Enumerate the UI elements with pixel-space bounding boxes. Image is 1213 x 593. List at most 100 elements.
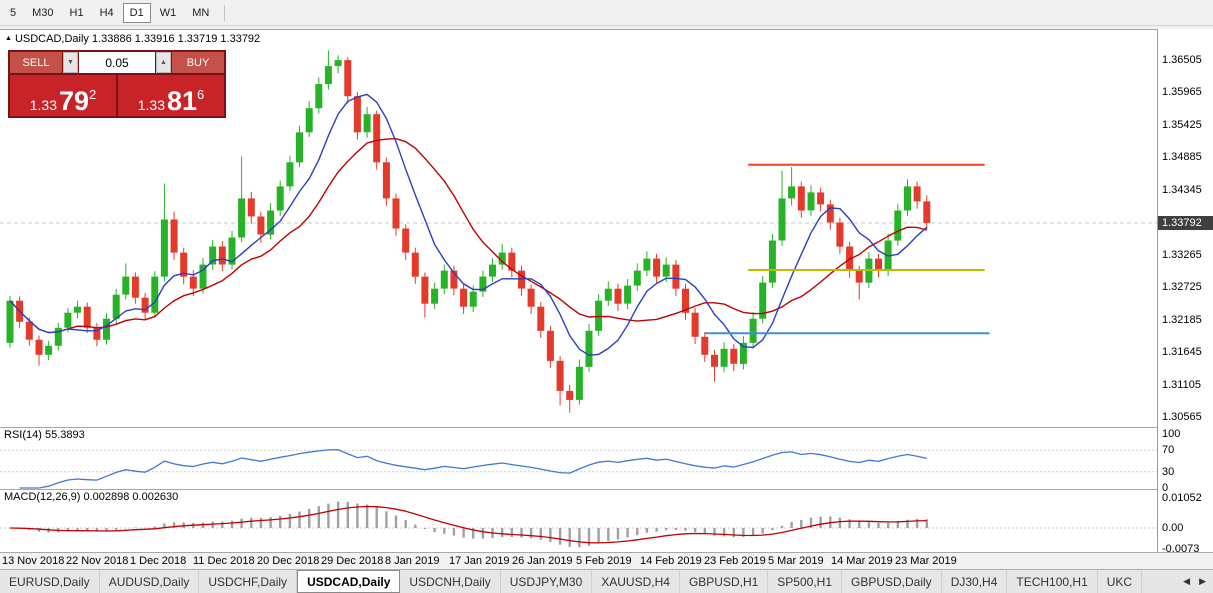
ask-price-big: 81 — [166, 86, 198, 117]
price-axis-label: 1.31105 — [1162, 379, 1201, 391]
volume-increase-button[interactable]: ▲ — [156, 52, 171, 73]
price-axis-label: 1.36505 — [1162, 54, 1202, 66]
tab-scroll-left-icon[interactable]: ◀ — [1183, 576, 1191, 586]
date-axis-label: 5 Mar 2019 — [768, 555, 824, 567]
rsi-axis-label: 30 — [1162, 466, 1175, 478]
date-axis-label: 1 Dec 2018 — [130, 555, 187, 567]
toolbar-separator — [224, 4, 226, 21]
chart-tab-gbpusd-daily[interactable]: GBPUSD,Daily — [842, 570, 942, 593]
timeframe-buttons: 5 M30 H1 H4 D1 W1 MN — [2, 2, 217, 23]
macd-axis-label: 0.01052 — [1162, 492, 1202, 504]
bid-price-big: 79 — [58, 86, 90, 117]
volume-input[interactable] — [79, 52, 155, 73]
date-axis-label: 5 Feb 2019 — [576, 555, 632, 567]
chart-top-border — [0, 29, 1213, 30]
chart-tab-xauusd-h4[interactable]: XAUUSD,H4 — [592, 570, 680, 593]
price-axis-label: 1.33265 — [1162, 249, 1202, 261]
bid-price-sup: 2 — [89, 87, 97, 102]
chart-tab-usdcad-daily[interactable]: USDCAD,Daily — [297, 570, 401, 593]
chart-marker-icon: ▲ — [5, 35, 12, 42]
chart-tab-ukc[interactable]: UKC — [1098, 570, 1143, 593]
chart-tab-eurusd-daily[interactable]: EURUSD,Daily — [0, 570, 100, 593]
volume-decrease-button[interactable]: ▼ — [63, 52, 78, 73]
price-axis-label: 1.34345 — [1162, 184, 1202, 196]
date-axis-label: 29 Dec 2018 — [321, 555, 384, 567]
macd-signal-line — [9, 505, 927, 544]
macd-canvas[interactable] — [0, 490, 1157, 552]
sell-price-button[interactable]: 1.33 79 2 — [10, 75, 116, 116]
chevron-down-icon: ▼ — [67, 59, 74, 66]
panel-divider — [0, 552, 1213, 553]
date-axis-label: 13 Nov 2018 — [2, 555, 65, 567]
macd-histogram — [18, 501, 928, 548]
date-axis-label: 20 Dec 2018 — [257, 555, 320, 567]
chart-info-text: USDCAD,Daily 1.33886 1.33916 1.33719 1.3… — [14, 33, 261, 45]
chevron-up-icon: ▲ — [160, 59, 167, 66]
timeframe-button-mn[interactable]: MN — [192, 6, 210, 19]
date-axis-label: 26 Jan 2019 — [512, 555, 573, 567]
chart-tab-usdcnh-daily[interactable]: USDCNH,Daily — [400, 570, 501, 593]
timeframe-button-5[interactable]: 5 — [10, 6, 17, 19]
rsi-axis-label: 70 — [1162, 444, 1175, 456]
rsi-label: RSI(14) 55.3893 — [4, 429, 85, 441]
price-axis-label: 1.35965 — [1162, 86, 1202, 98]
ma-fast-line — [9, 93, 928, 356]
date-axis-label: 11 Dec 2018 — [193, 555, 255, 567]
price-axis-label: 1.34885 — [1162, 151, 1202, 163]
buy-price-button[interactable]: 1.33 81 6 — [118, 75, 224, 116]
date-axis-label: 23 Mar 2019 — [895, 555, 957, 567]
ask-price-prefix: 1.33 — [137, 96, 165, 113]
price-axis-label: 1.32185 — [1162, 314, 1202, 326]
timeframe-button-d1[interactable]: D1 — [122, 2, 151, 23]
chart-info: ▲ USDCAD,Daily 1.33886 1.33916 1.33719 1.… — [5, 33, 260, 45]
chart-tab-usdjpy-m30[interactable]: USDJPY,M30 — [501, 570, 593, 593]
tab-scroll-controls: ◀ ▶ — [1176, 570, 1213, 593]
macd-axis-label: -0.0073 — [1162, 543, 1200, 555]
price-axis-label: 1.30565 — [1162, 411, 1202, 423]
sell-button[interactable]: SELL — [10, 52, 62, 73]
date-axis-label: 14 Feb 2019 — [640, 555, 702, 567]
buy-button[interactable]: BUY — [172, 52, 224, 73]
price-axis-label: 1.35425 — [1162, 119, 1202, 131]
chart-tabs: EURUSD,Daily AUDUSD,Daily USDCHF,Daily USDC… — [0, 570, 1213, 593]
chart-tab-bar: EURUSD,Daily AUDUSD,Daily USDCHF,Daily USDC… — [0, 569, 1213, 593]
tab-scroll-right-icon[interactable]: ▶ — [1199, 576, 1206, 586]
chart-tab-audusd-daily[interactable]: AUDUSD,Daily — [100, 570, 200, 593]
timeframe-button-m30[interactable]: M30 — [32, 6, 54, 19]
price-axis-label: 1.32725 — [1162, 281, 1202, 293]
rsi-indicator-panel: RSI(14) 55.3893 — [0, 428, 1157, 489]
time-axis[interactable]: 13 Nov 2018 22 Nov 2018 1 Dec 2018 11 Dec 2… — [0, 553, 1213, 569]
date-axis-label: 22 Nov 2018 — [66, 555, 129, 567]
timeframe-toolbar: 5 M30 H1 H4 D1 W1 MN — [0, 0, 1213, 26]
price-chart-panel: ▲ USDCAD,Daily 1.33886 1.33916 1.33719 1.… — [0, 30, 1157, 427]
timeframe-button-h4[interactable]: H4 — [99, 6, 114, 19]
date-axis-label: 23 Feb 2019 — [704, 555, 766, 567]
date-axis-label: 17 Jan 2019 — [449, 555, 510, 567]
timeframe-button-w1[interactable]: W1 — [159, 6, 177, 19]
macd-label: MACD(12,26,9) 0.002898 0.002630 — [4, 491, 179, 503]
price-axis-label: 1.31645 — [1162, 346, 1202, 358]
chart-tab-dj30-h4[interactable]: DJ30,H4 — [942, 570, 1008, 593]
panel-divider[interactable] — [0, 427, 1213, 428]
current-price-badge: 1.33792 — [1158, 216, 1213, 230]
chart-tab-gbpusd-h1[interactable]: GBPUSD,H1 — [680, 570, 769, 593]
rsi-canvas[interactable] — [0, 428, 1157, 489]
macd-indicator-panel: MACD(12,26,9) 0.002898 0.002630 — [0, 490, 1157, 552]
macd-axis-label: 0.00 — [1162, 522, 1184, 534]
rsi-axis-label: 0 — [1162, 482, 1169, 494]
panel-divider[interactable] — [0, 489, 1213, 490]
timeframe-button-h1[interactable]: H1 — [69, 6, 84, 19]
ma-slow-line — [9, 137, 927, 334]
chart-tab-tech100-h1[interactable]: TECH100,H1 — [1007, 570, 1098, 593]
price-axis[interactable]: 1.33792 1.36505 1.35965 1.35425 1.34885 1.34… — [1157, 29, 1213, 555]
chart-tab-usdchf-daily[interactable]: USDCHF,Daily — [199, 570, 298, 593]
chart-tab-sp500-h1[interactable]: SP500,H1 — [768, 570, 842, 593]
price-chart-canvas[interactable] — [0, 30, 1157, 427]
date-axis-label: 14 Mar 2019 — [831, 555, 893, 567]
ask-price-sup: 6 — [197, 87, 205, 102]
rsi-axis-label: 100 — [1162, 428, 1181, 440]
rsi-line — [19, 448, 927, 489]
bid-price-prefix: 1.33 — [29, 96, 57, 113]
date-axis-label: 8 Jan 2019 — [385, 555, 440, 567]
